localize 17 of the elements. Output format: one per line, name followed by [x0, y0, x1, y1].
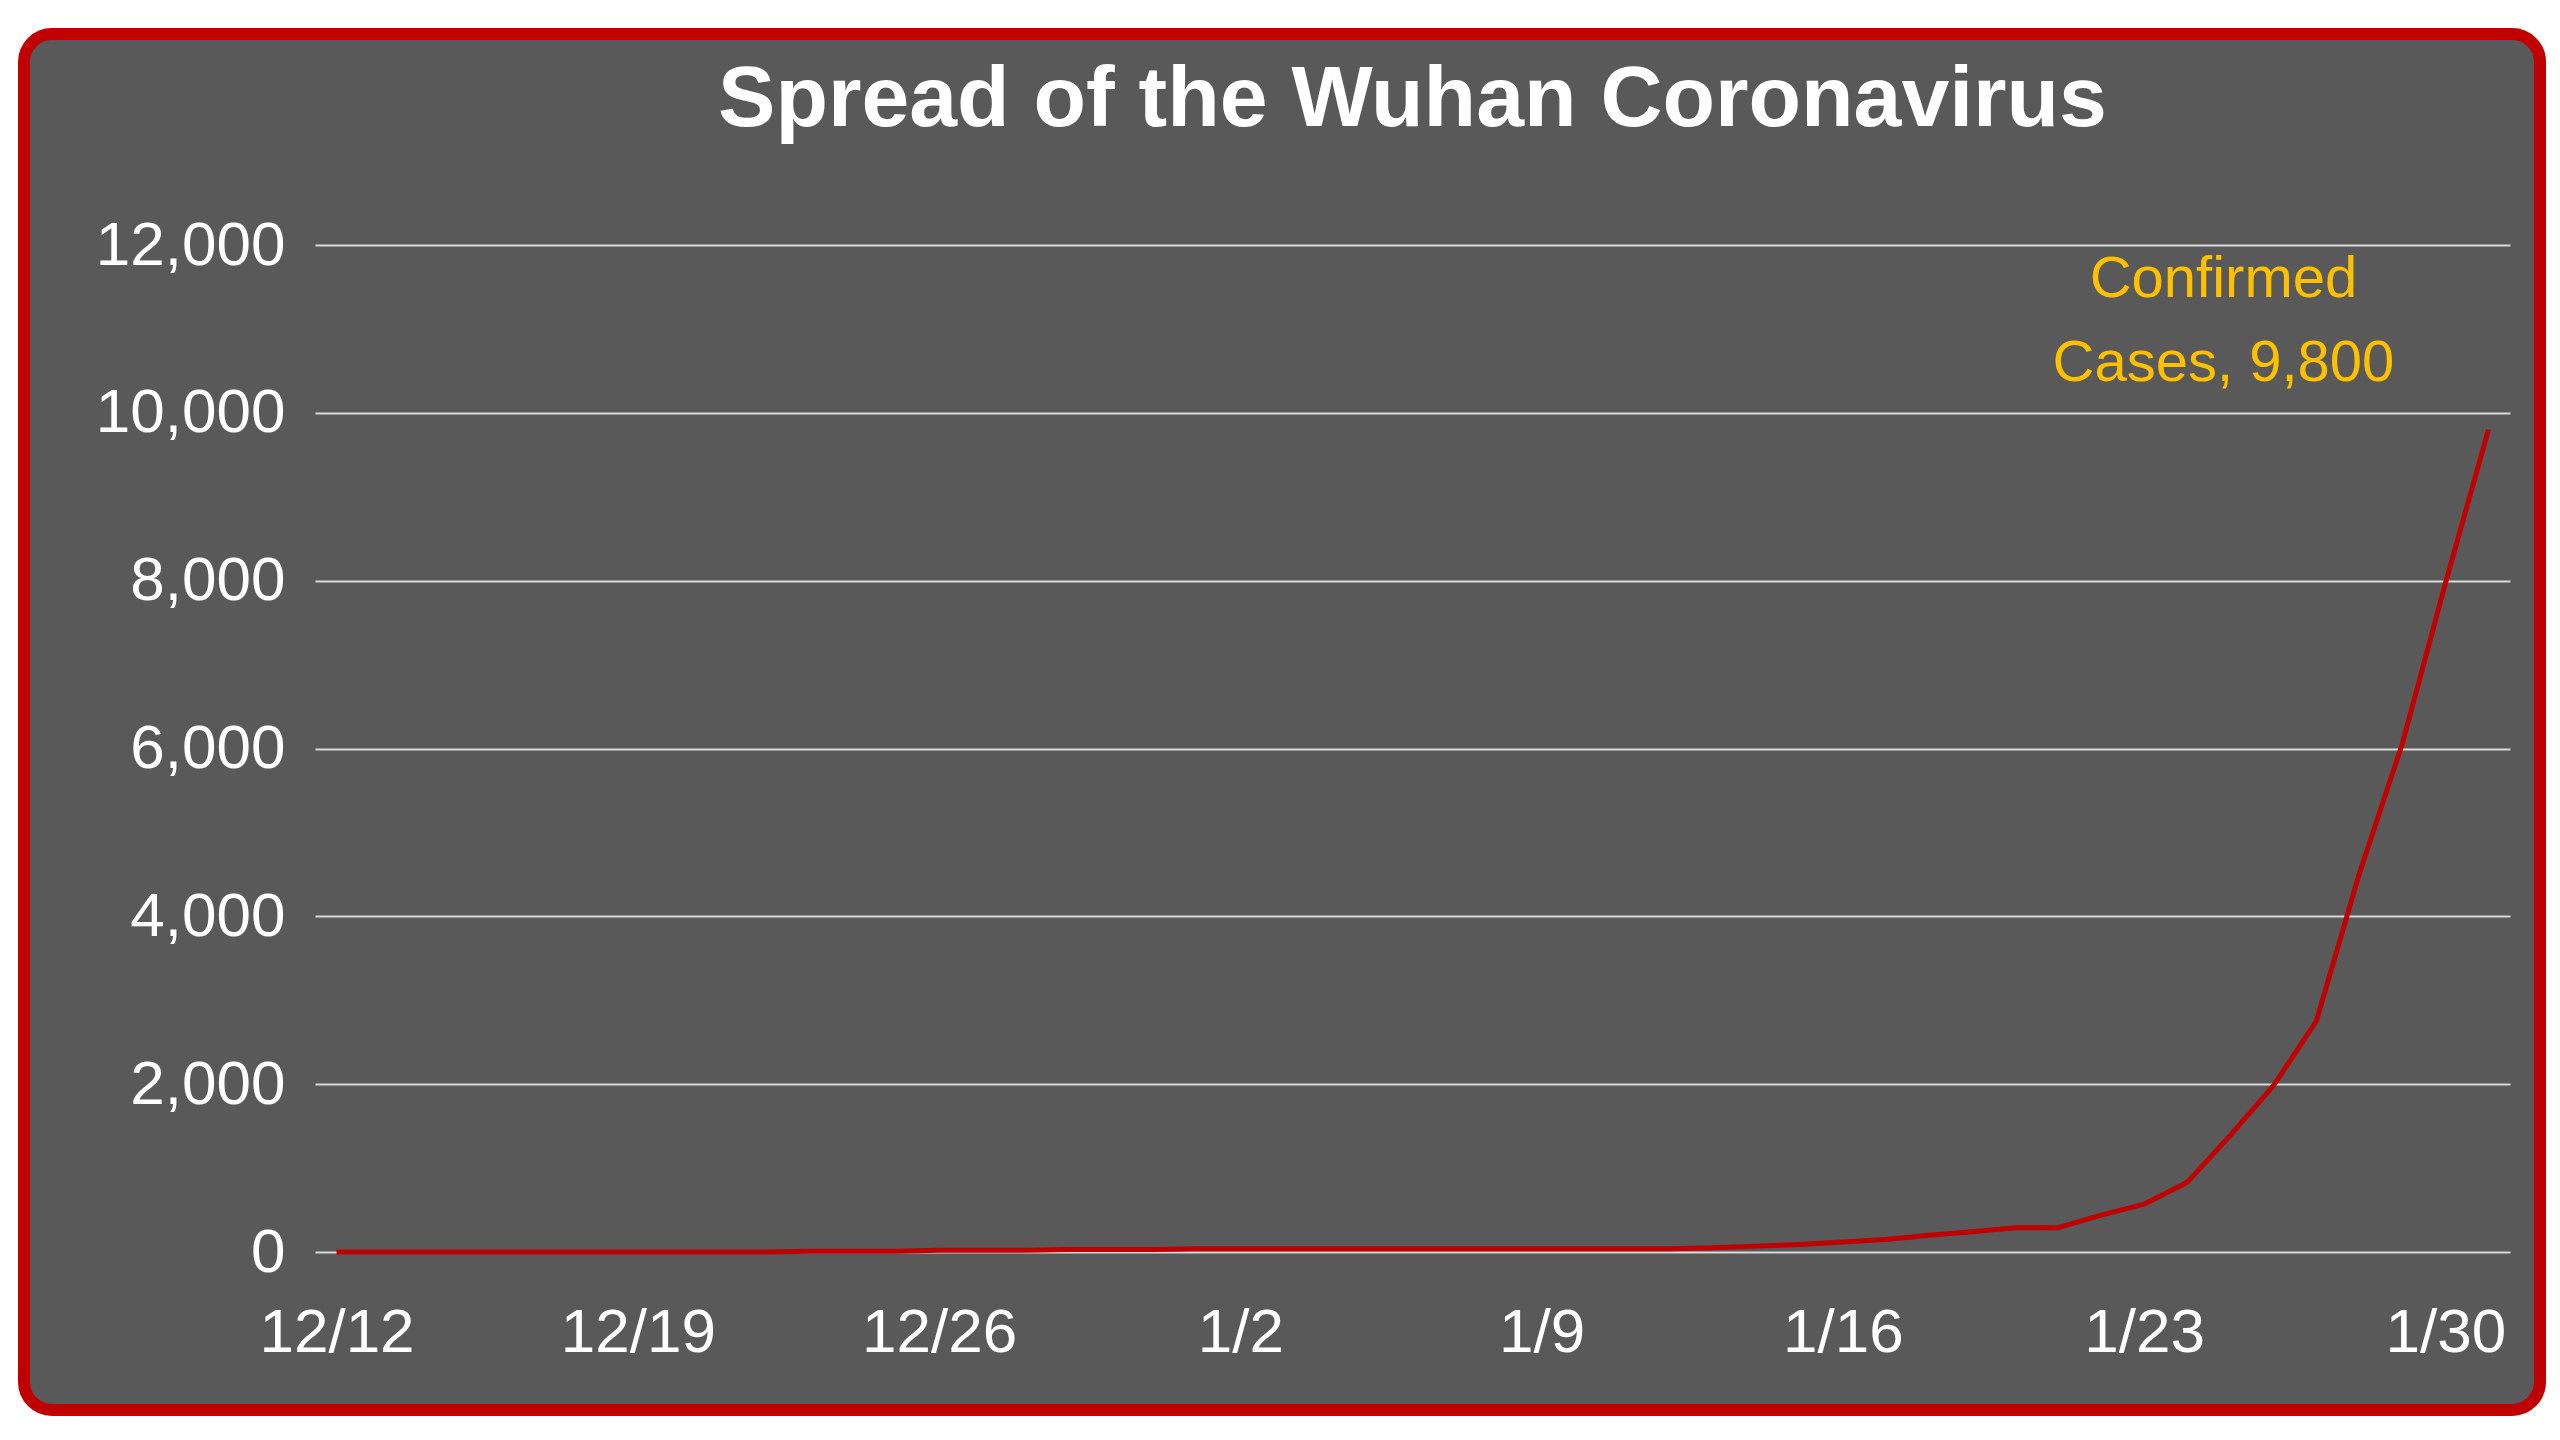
- x-tick-label: 12/12: [259, 1295, 415, 1365]
- y-tick-label: 6,000: [130, 712, 286, 781]
- chart-title: Spread of the Wuhan Coronavirus: [718, 48, 2107, 144]
- x-tick-label: 1/2: [1197, 1295, 1284, 1365]
- y-tick-label: 4,000: [130, 879, 286, 949]
- x-tick-label: 12/26: [861, 1295, 1018, 1365]
- x-tick-label: 1/23: [2084, 1295, 2205, 1365]
- x-tick-label: 1/16: [1783, 1295, 1904, 1365]
- y-tick-label: 0: [251, 1215, 286, 1285]
- y-tick-label: 10,000: [95, 376, 286, 446]
- y-tick-label: 12,000: [95, 208, 286, 278]
- x-tick-label: 1/30: [2385, 1295, 2507, 1365]
- x-tick-label: 1/9: [1499, 1295, 1586, 1365]
- x-tick-label: 12/19: [560, 1295, 716, 1365]
- y-tick-label: 2,000: [130, 1047, 286, 1117]
- annotation: Confirmed Cases, 9,800: [2052, 243, 2395, 393]
- y-tick-label: 8,000: [130, 544, 286, 614]
